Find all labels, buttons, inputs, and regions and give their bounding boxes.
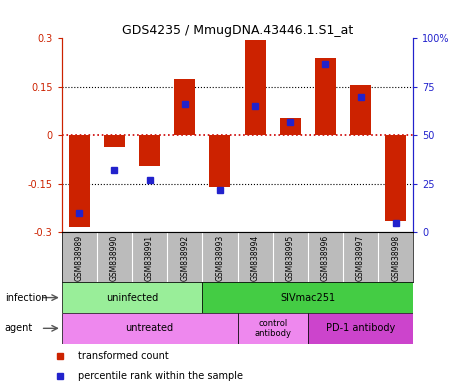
Text: transformed count: transformed count: [77, 351, 168, 361]
Bar: [245, 40, 266, 136]
Bar: [385, 136, 406, 221]
Text: GSM838998: GSM838998: [391, 235, 400, 281]
Text: percentile rank within the sample: percentile rank within the sample: [77, 371, 243, 381]
Bar: [104, 136, 125, 147]
Text: GSM838994: GSM838994: [251, 235, 259, 281]
Bar: [209, 136, 230, 187]
Bar: [280, 118, 301, 136]
Bar: [315, 58, 336, 136]
Text: GSM838995: GSM838995: [286, 235, 294, 281]
Text: GSM838990: GSM838990: [110, 235, 119, 281]
Bar: [202, 282, 413, 313]
Bar: [350, 85, 371, 136]
Text: GSM838996: GSM838996: [321, 235, 330, 281]
Bar: [308, 313, 413, 344]
Text: GSM838993: GSM838993: [216, 235, 224, 281]
Text: PD-1 antibody: PD-1 antibody: [326, 323, 395, 333]
Bar: [62, 313, 238, 344]
Text: agent: agent: [5, 323, 33, 333]
Text: GSM838989: GSM838989: [75, 235, 84, 281]
Title: GDS4235 / MmugDNA.43446.1.S1_at: GDS4235 / MmugDNA.43446.1.S1_at: [122, 24, 353, 37]
Text: GSM838992: GSM838992: [180, 235, 189, 281]
Text: infection: infection: [5, 293, 47, 303]
Bar: [139, 136, 160, 166]
Text: control
antibody: control antibody: [254, 319, 291, 338]
Bar: [69, 136, 90, 227]
Text: GSM838997: GSM838997: [356, 235, 365, 281]
Bar: [62, 282, 202, 313]
Bar: [238, 313, 308, 344]
Text: uninfected: uninfected: [106, 293, 158, 303]
Text: SIVmac251: SIVmac251: [280, 293, 335, 303]
Text: untreated: untreated: [125, 323, 174, 333]
Text: GSM838991: GSM838991: [145, 235, 154, 281]
Bar: [174, 79, 195, 136]
